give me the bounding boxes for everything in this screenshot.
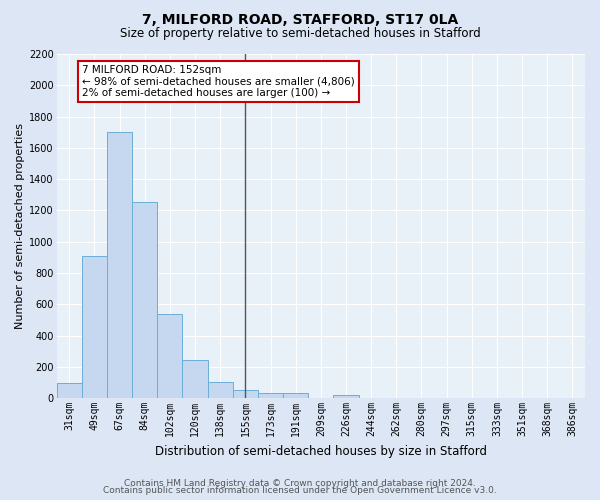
- Text: Contains public sector information licensed under the Open Government Licence v3: Contains public sector information licen…: [103, 486, 497, 495]
- Bar: [233, 390, 258, 398]
- Bar: [334, 395, 359, 398]
- Bar: [132, 202, 157, 398]
- Bar: [56, 384, 82, 398]
- Bar: [283, 394, 308, 398]
- Bar: [208, 382, 233, 398]
- Bar: [182, 360, 208, 398]
- Text: 7 MILFORD ROAD: 152sqm
← 98% of semi-detached houses are smaller (4,806)
2% of s: 7 MILFORD ROAD: 152sqm ← 98% of semi-det…: [82, 65, 355, 98]
- X-axis label: Distribution of semi-detached houses by size in Stafford: Distribution of semi-detached houses by …: [155, 444, 487, 458]
- Bar: [157, 314, 182, 398]
- Bar: [258, 392, 283, 398]
- Text: Contains HM Land Registry data © Crown copyright and database right 2024.: Contains HM Land Registry data © Crown c…: [124, 478, 476, 488]
- Y-axis label: Number of semi-detached properties: Number of semi-detached properties: [15, 123, 25, 329]
- Bar: [82, 256, 107, 398]
- Bar: [107, 132, 132, 398]
- Text: Size of property relative to semi-detached houses in Stafford: Size of property relative to semi-detach…: [119, 28, 481, 40]
- Text: 7, MILFORD ROAD, STAFFORD, ST17 0LA: 7, MILFORD ROAD, STAFFORD, ST17 0LA: [142, 12, 458, 26]
